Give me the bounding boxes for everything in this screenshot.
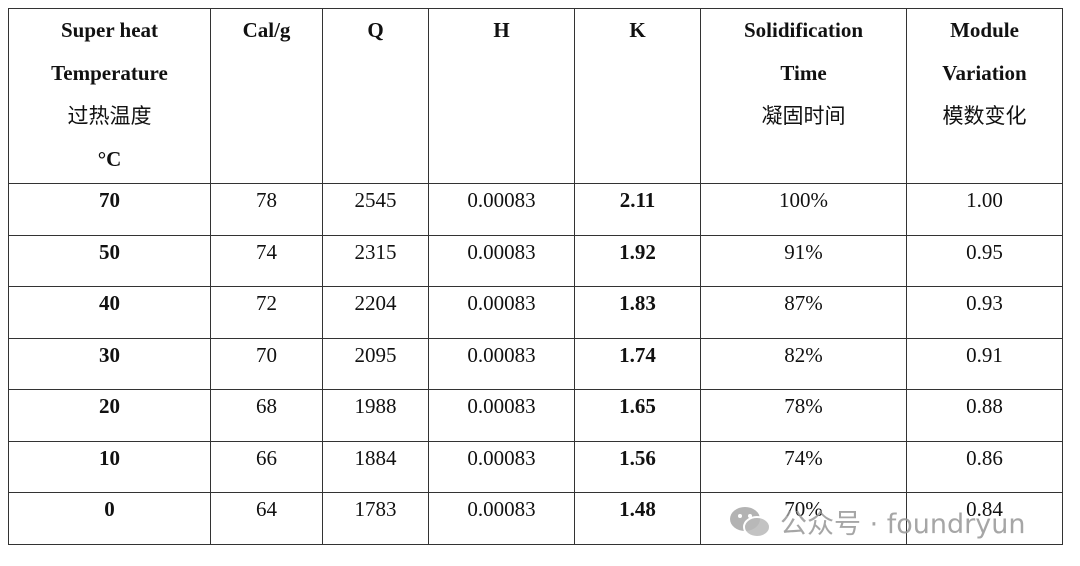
table-cell: 50 bbox=[8, 234, 211, 287]
table-cell: 100% bbox=[700, 183, 907, 236]
table-cell: 1.83 bbox=[574, 286, 701, 339]
table-cell: 0.00083 bbox=[428, 234, 575, 287]
table-cell: 0.00083 bbox=[428, 492, 575, 545]
header-line: Time bbox=[780, 61, 827, 85]
header-line: °C bbox=[97, 147, 122, 171]
header-line: H bbox=[493, 18, 510, 42]
header-line: Variation bbox=[942, 61, 1027, 85]
table-cell: 0.95 bbox=[906, 234, 1063, 287]
table-cell: 0.00083 bbox=[428, 337, 575, 390]
table-cell: 78% bbox=[700, 389, 907, 442]
header-cell: K bbox=[574, 8, 701, 184]
table-row: 20 68 1988 0.00083 1.65 78% 0.88 bbox=[8, 389, 1063, 442]
table-cell: 91% bbox=[700, 234, 907, 287]
table-cell: 1.48 bbox=[574, 492, 701, 545]
table-row: 30 70 2095 0.00083 1.74 82% 0.91 bbox=[8, 337, 1063, 390]
table-cell: 0.93 bbox=[906, 286, 1063, 339]
table-cell: 0.00083 bbox=[428, 183, 575, 236]
table-cell: 64 bbox=[210, 492, 323, 545]
table-cell: 2204 bbox=[322, 286, 429, 339]
table-cell: 70 bbox=[210, 337, 323, 390]
table-cell: 0.88 bbox=[906, 389, 1063, 442]
table-cell: 87% bbox=[700, 286, 907, 339]
header-line: Temperature bbox=[51, 61, 168, 85]
table-cell: 0 bbox=[8, 492, 211, 545]
header-cell: Solidification Time 凝固时间 bbox=[700, 8, 907, 184]
table-cell: 20 bbox=[8, 389, 211, 442]
header-line: 模数变化 bbox=[942, 104, 1027, 128]
table-cell: 82% bbox=[700, 337, 907, 390]
table-cell: 0.86 bbox=[906, 440, 1063, 493]
table-cell: 1.65 bbox=[574, 389, 701, 442]
table-row: 0 64 1783 0.00083 1.48 70% 0.84 bbox=[8, 492, 1063, 545]
table-row: 50 74 2315 0.00083 1.92 91% 0.95 bbox=[8, 234, 1063, 287]
watermark-text: 公众号 · foundryun bbox=[780, 509, 1026, 540]
header-line: 凝固时间 bbox=[761, 104, 846, 128]
table-cell: 1884 bbox=[322, 440, 429, 493]
table-cell: 2.11 bbox=[574, 183, 701, 236]
table-cell: 2315 bbox=[322, 234, 429, 287]
table-row: 10 66 1884 0.00083 1.56 74% 0.86 bbox=[8, 440, 1063, 493]
table-cell: 2545 bbox=[322, 183, 429, 236]
data-table: Super heat Temperature 过热温度 °C Cal/g Q H K Solid… bbox=[8, 8, 1063, 545]
table-cell: 0.00083 bbox=[428, 440, 575, 493]
header-cell: Q bbox=[322, 8, 429, 184]
header-line: Solidification bbox=[743, 18, 864, 42]
table-cell: 1988 bbox=[322, 389, 429, 442]
table-cell: 2095 bbox=[322, 337, 429, 390]
table-cell: 74 bbox=[210, 234, 323, 287]
table-cell: 1783 bbox=[322, 492, 429, 545]
header-cell: Super heat Temperature 过热温度 °C bbox=[8, 8, 211, 184]
watermark: 公众号 · foundryun bbox=[728, 502, 1025, 541]
table-cell: 0.00083 bbox=[428, 389, 575, 442]
table-cell: 0.00083 bbox=[428, 286, 575, 339]
wechat-icon bbox=[730, 506, 771, 538]
header-cell: H bbox=[428, 8, 575, 184]
table-row: 70 78 2545 0.00083 2.11 100% 1.00 bbox=[8, 183, 1063, 236]
table-cell: 1.00 bbox=[906, 183, 1063, 236]
table-cell: 10 bbox=[8, 440, 211, 493]
table-row: 40 72 2204 0.00083 1.83 87% 0.93 bbox=[8, 286, 1063, 339]
table-cell: 70 bbox=[8, 183, 211, 236]
header-line: Cal/g bbox=[242, 18, 291, 42]
header-line: Module bbox=[950, 18, 1019, 42]
table-cell: 72 bbox=[210, 286, 323, 339]
header-line: 过热温度 bbox=[67, 104, 152, 128]
header-cell: Module Variation 模数变化 bbox=[906, 8, 1063, 184]
table-cell: 1.56 bbox=[574, 440, 701, 493]
table-cell: 0.91 bbox=[906, 337, 1063, 390]
header-line: Super heat bbox=[60, 18, 159, 42]
table-body: 70 78 2545 0.00083 2.11 100% 1.00 50 74 2315 0.000… bbox=[8, 183, 1063, 545]
table-cell: 1.74 bbox=[574, 337, 701, 390]
table-cell: 1.92 bbox=[574, 234, 701, 287]
header-row: Super heat Temperature 过热温度 °C Cal/g Q H K Solid… bbox=[8, 8, 1063, 184]
table-cell: 74% bbox=[700, 440, 907, 493]
header-cell: Cal/g bbox=[210, 8, 323, 184]
table-cell: 40 bbox=[8, 286, 211, 339]
header-line: K bbox=[629, 18, 646, 42]
table-cell: 78 bbox=[210, 183, 323, 236]
table-cell: 30 bbox=[8, 337, 211, 390]
table-cell: 0.84 bbox=[906, 492, 1063, 545]
table-cell: 68 bbox=[210, 389, 323, 442]
table-cell: 66 bbox=[210, 440, 323, 493]
header-line: Q bbox=[367, 18, 384, 42]
